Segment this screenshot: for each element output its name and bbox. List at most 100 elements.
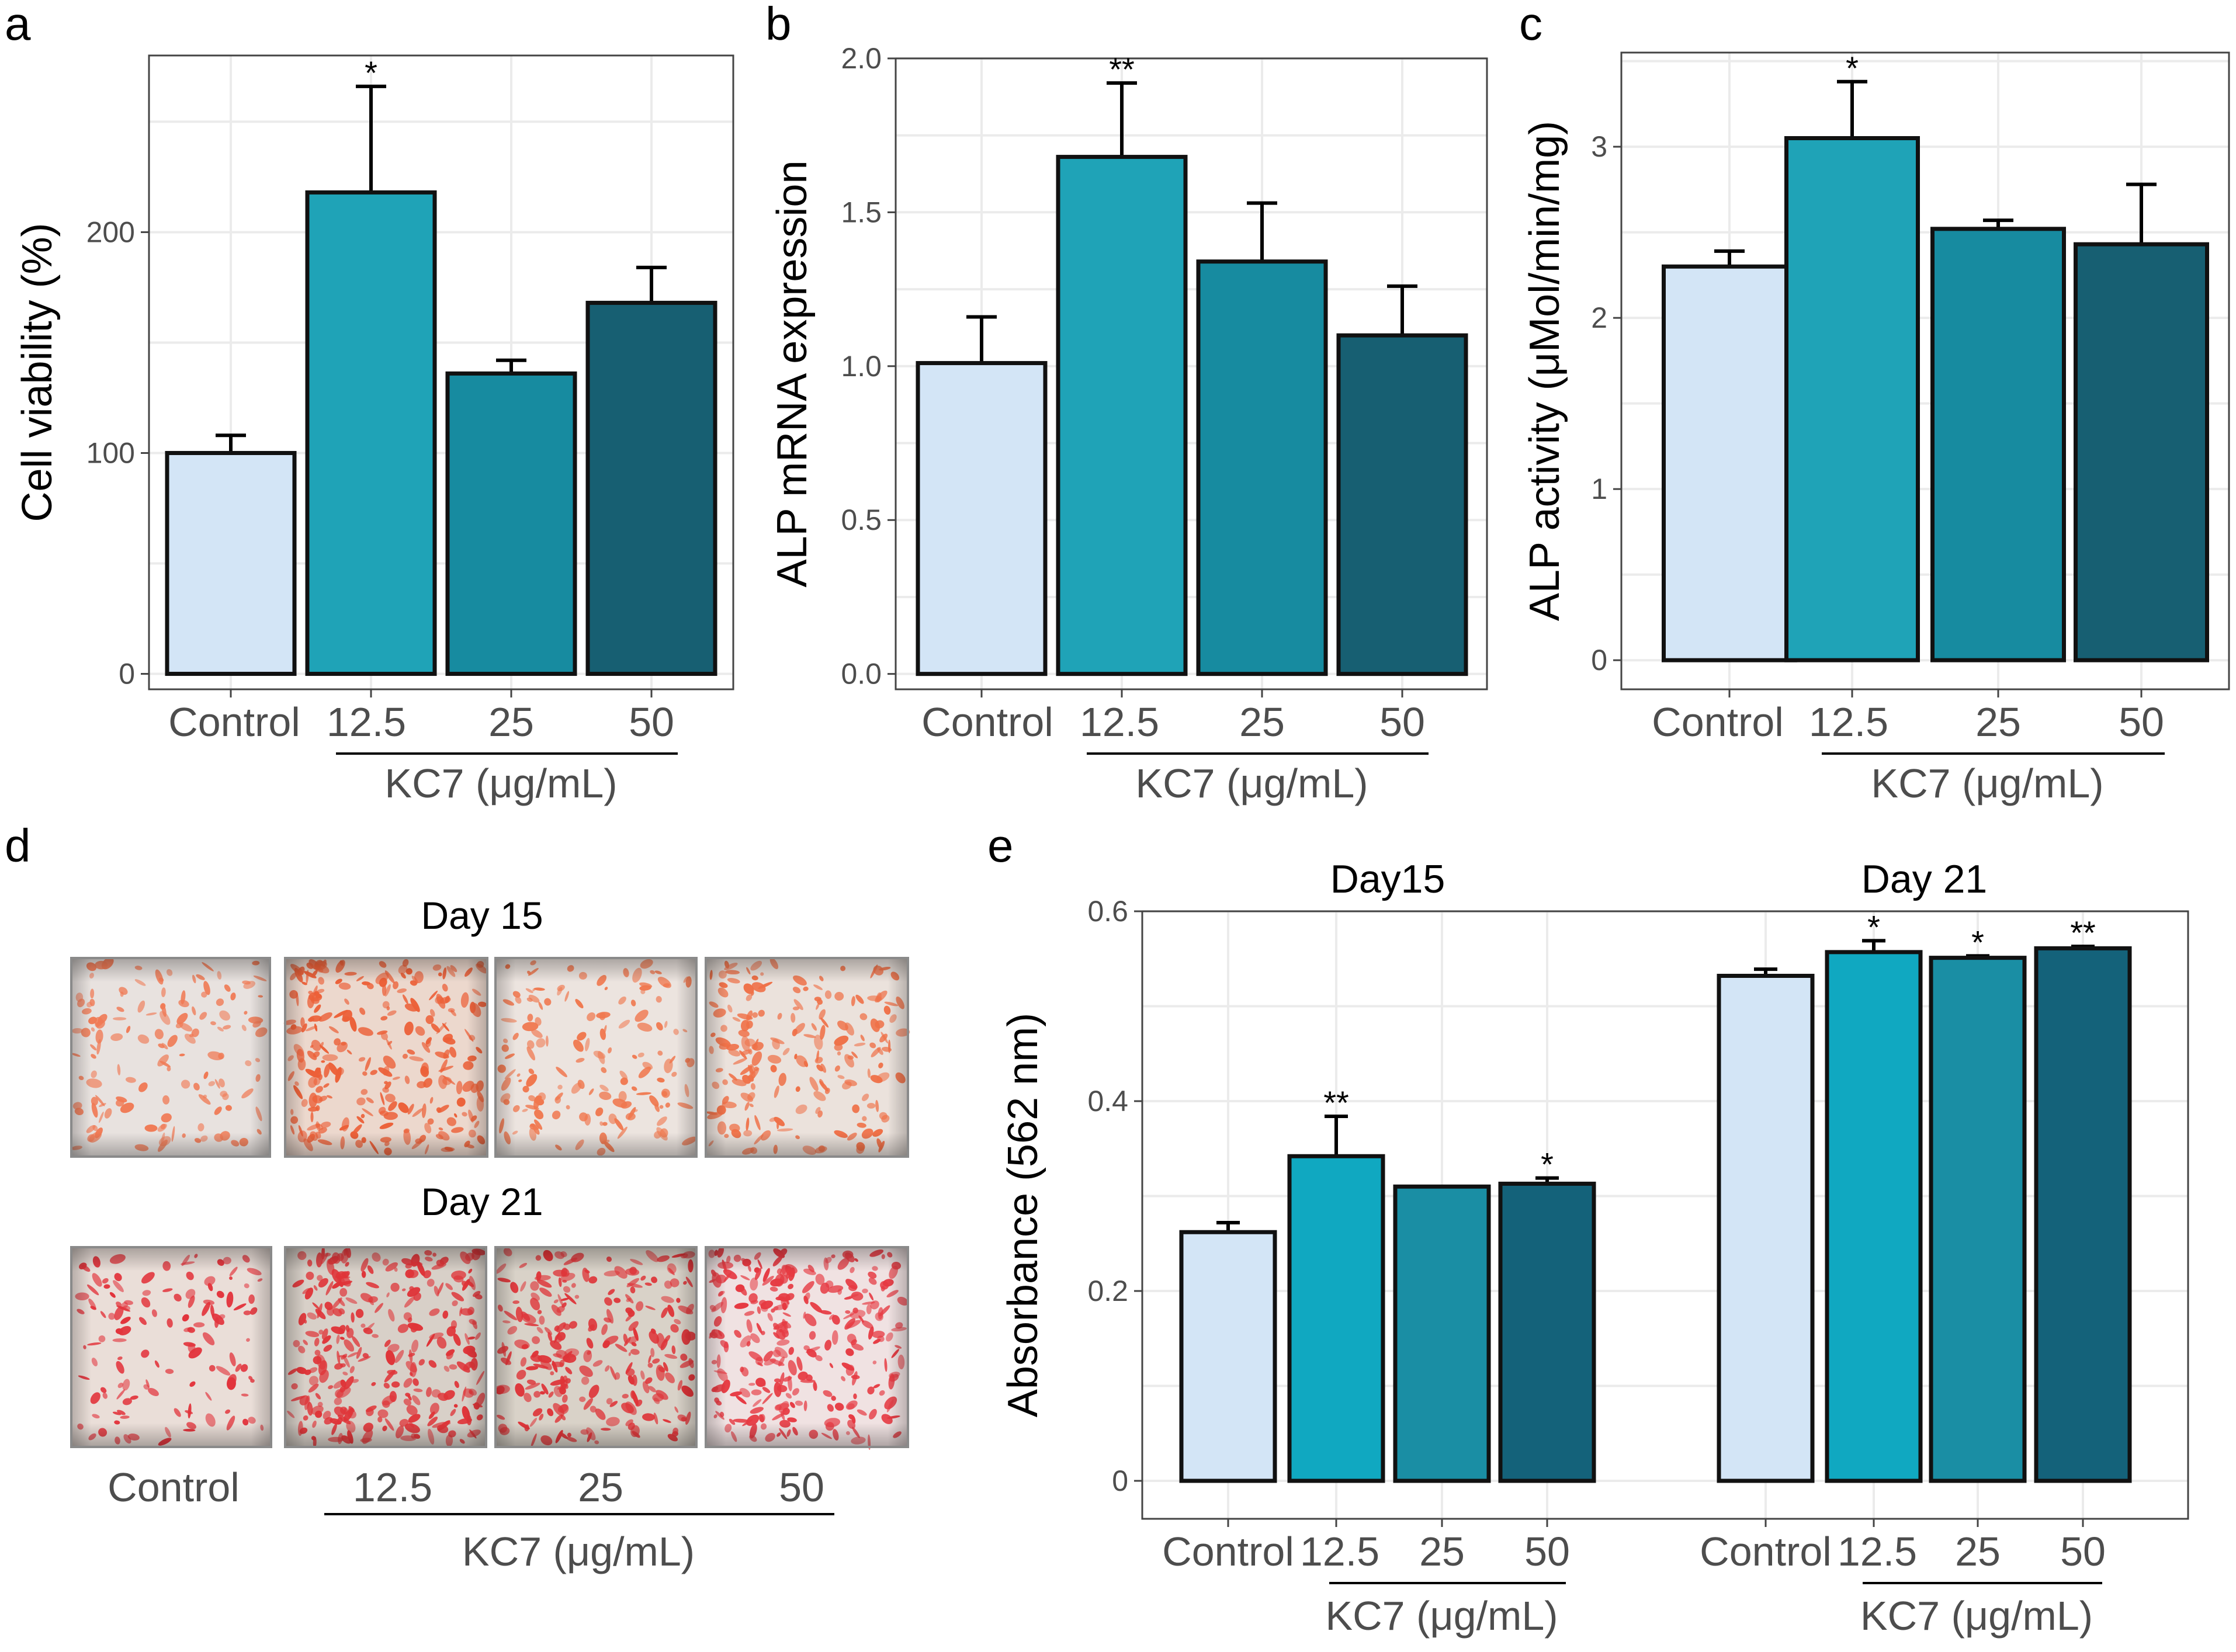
x-tick-label-12-5: 12.5	[1809, 699, 1888, 745]
d-label-50: 50	[779, 1464, 824, 1510]
d-label-25: 25	[578, 1464, 623, 1510]
image-edge-shade	[706, 1247, 908, 1447]
significance-mark: *	[365, 54, 377, 91]
y-tick-label: 0.5	[841, 504, 882, 536]
panel-letter-e: e	[987, 820, 1014, 872]
panel-letter-c: c	[1519, 0, 1542, 50]
staining-image-grid	[70, 957, 910, 1450]
image-frame	[705, 1246, 909, 1448]
x-tick-label-50: 50	[1524, 1529, 1570, 1574]
significance-mark: *	[1846, 50, 1859, 86]
day21-label: Day 21	[421, 1180, 543, 1223]
bar-12-5	[1825, 950, 1923, 1483]
significance-mark: **	[1323, 1084, 1349, 1121]
staining-image-day15-50	[705, 957, 910, 1158]
image-edge-shade	[285, 958, 487, 1157]
image-frame	[705, 957, 909, 1158]
bar-control	[1717, 974, 1815, 1483]
y-axis-label: ALP mRNA expression	[769, 160, 816, 587]
y-tick-label: 0.0	[841, 658, 882, 690]
x-tick-label-25: 25	[1955, 1529, 2001, 1574]
d-group-label: KC7 (μg/mL)	[462, 1529, 695, 1574]
x-tick-label-25: 25	[488, 699, 534, 745]
bar-12-5	[1784, 136, 1920, 662]
y-axis-label: Absorbance (562 nm)	[1000, 1013, 1046, 1417]
image-edge-shade	[495, 958, 696, 1157]
y-tick-label: 1	[1591, 473, 1607, 505]
y-axis-label: Cell viability (%)	[14, 223, 61, 522]
image-frame	[70, 1246, 272, 1448]
panel-letter-a: a	[5, 0, 31, 50]
x-tick-label-50: 50	[1379, 699, 1425, 745]
bar-50	[2034, 946, 2132, 1483]
group-title: Day 21	[1861, 857, 1987, 901]
bar-25	[445, 371, 577, 676]
staining-image-day21-12_5	[284, 1245, 487, 1448]
chart-a-cell-viability: 0 100 200 Cell viability (%) Control * 12.5 25 5…	[14, 54, 734, 806]
image-frame	[494, 957, 698, 1158]
y-tick-label: 1.5	[841, 196, 882, 228]
x-tick-label-12-5: 12.5	[1080, 699, 1159, 745]
x-group-label: KC7 (μg/mL)	[1135, 761, 1368, 806]
bar-12-5	[1056, 155, 1188, 676]
y-tick-label: 0.4	[1087, 1085, 1128, 1117]
bar-control	[916, 361, 1048, 676]
x-group-label: KC7 (μg/mL)	[1860, 1593, 2093, 1639]
y-tick-label: 0	[1591, 644, 1607, 676]
image-frame	[70, 957, 271, 1158]
y-axis-label: ALP activity (μMol/min/mg)	[1521, 121, 1568, 621]
bar-25	[1930, 227, 2066, 662]
bar-control	[165, 450, 297, 676]
x-tick-label-control: Control	[1162, 1529, 1294, 1574]
significance-mark: **	[1109, 51, 1135, 88]
y-tick-label: 0.2	[1087, 1275, 1128, 1307]
staining-image-day15-12_5	[283, 957, 488, 1158]
bar-control	[1662, 264, 1797, 662]
x-tick-label-control: Control	[1700, 1529, 1832, 1574]
x-group-label: KC7 (μg/mL)	[1325, 1593, 1558, 1639]
x-tick-label-25: 25	[1975, 699, 2021, 745]
x-tick-label-25: 25	[1239, 699, 1285, 745]
chart-b-alp-mrna: 0.0 0.5 1.0 1.5 2.0 ALP mRNA expression Contro…	[769, 42, 1488, 806]
plot-border	[1141, 910, 2189, 1520]
x-tick-label-12-5: 12.5	[327, 699, 406, 745]
image-frame	[284, 957, 488, 1158]
chart-e-absorbance: 0 0.2 0.4 0.6 Absorbance (562 nm) Day15 Contro…	[1000, 857, 2189, 1639]
bar-12-5	[1287, 1154, 1385, 1483]
bar-50	[2074, 242, 2209, 662]
staining-image-day15-25	[494, 957, 698, 1158]
plot-border	[895, 57, 1488, 690]
bar-25	[1393, 1184, 1491, 1483]
x-tick-label-control: Control	[921, 699, 1053, 745]
image-frame	[494, 1246, 698, 1448]
staining-image-day21-25	[494, 1246, 698, 1448]
day15-label: Day 15	[421, 894, 543, 937]
d-label-control: Control	[108, 1464, 240, 1510]
bar-50	[585, 300, 717, 676]
significance-mark: **	[2070, 914, 2096, 951]
image-edge-shade	[71, 958, 270, 1157]
image-edge-shade	[285, 1247, 486, 1447]
bar-50	[1336, 333, 1468, 676]
bar-25	[1929, 956, 2027, 1483]
bar-12-5	[305, 190, 437, 676]
bar-50	[1498, 1181, 1596, 1483]
bar-control	[1179, 1230, 1277, 1483]
y-tick-label: 1.0	[841, 350, 882, 383]
x-tick-label-50: 50	[2119, 699, 2164, 745]
panel-letter-b: b	[765, 0, 792, 50]
x-tick-label-control: Control	[1652, 699, 1784, 745]
y-tick-label: 100	[86, 436, 135, 469]
plot-border	[1620, 51, 2230, 690]
x-tick-label-50: 50	[629, 699, 674, 745]
panel-d-staining: Day 15 Day 21 Control 12.5 25 50 KC7 (μg…	[70, 894, 910, 1574]
y-tick-label: 0.6	[1087, 895, 1128, 928]
y-tick-label: 0	[119, 658, 135, 690]
chart-c-alp-activity: 0 1 2 3 ALP activity (μMol/min/mg) Control * 12…	[1521, 50, 2230, 806]
significance-mark: *	[1971, 924, 1984, 960]
staining-image-day21-control	[70, 1246, 272, 1448]
bar-25	[1196, 259, 1328, 676]
x-tick-label-12-5: 12.5	[1300, 1529, 1379, 1574]
significance-mark: *	[1867, 908, 1880, 945]
